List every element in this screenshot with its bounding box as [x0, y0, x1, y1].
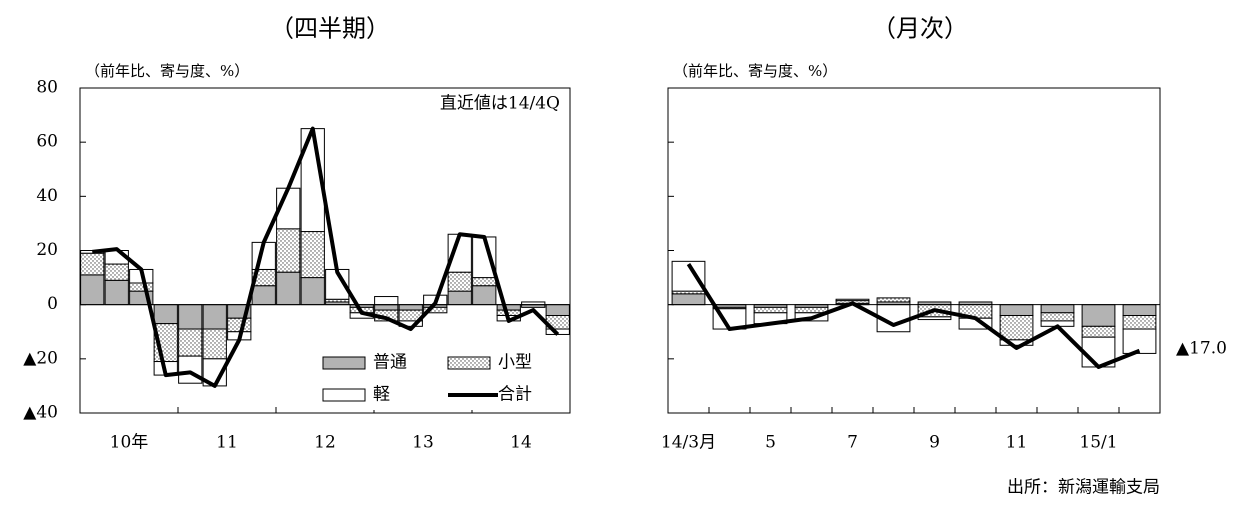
bar: [104, 263, 129, 281]
bar: [1040, 312, 1075, 322]
bar: [447, 290, 472, 306]
legend-swatch: [322, 388, 366, 402]
bar: [227, 317, 252, 333]
bar: [276, 228, 301, 273]
bar: [398, 304, 423, 311]
bar: [545, 304, 570, 316]
chart-title: （月次）: [872, 15, 968, 43]
bar: [276, 271, 301, 306]
bar: [251, 285, 276, 306]
bar: [300, 277, 325, 306]
y-tick-label: 20: [36, 240, 58, 260]
legend-swatch: [322, 356, 366, 370]
bar: [1122, 328, 1157, 354]
total-line: [686, 262, 1141, 369]
legend-label: 合計: [498, 385, 532, 405]
bar: [1081, 325, 1116, 338]
bar: [835, 298, 870, 302]
x-tick-label: 9: [929, 433, 940, 453]
bar: [1122, 304, 1157, 316]
x-tick-label: 14/3月: [661, 433, 716, 453]
x-tick-label: 13: [412, 433, 434, 453]
bar: [1122, 315, 1157, 330]
legend-label: 小型: [498, 353, 532, 373]
bar: [374, 304, 399, 311]
bar: [423, 306, 448, 314]
bar: [999, 315, 1034, 341]
y-tick-label: 0: [47, 294, 58, 314]
bar: [202, 328, 227, 360]
x-tick-label: 10年: [110, 433, 149, 453]
legend-label: 普通: [373, 353, 407, 373]
bar: [1081, 304, 1116, 327]
annotation: 直近値は14/4Q: [440, 94, 560, 114]
axis-label: （前年比、寄与度、%）: [85, 62, 249, 80]
bar: [999, 304, 1034, 316]
bar: [104, 279, 129, 306]
bar: [447, 271, 472, 292]
bar: [80, 274, 105, 306]
bar: [917, 316, 952, 321]
bar: [999, 339, 1034, 346]
bar: [671, 293, 706, 306]
legend-label: 軽: [373, 385, 390, 405]
x-tick-label: 11: [216, 433, 238, 453]
x-tick-label: 12: [314, 433, 336, 453]
x-tick-label: 15/1: [1079, 433, 1117, 453]
bar: [496, 304, 521, 311]
x-tick-label: 11: [1006, 433, 1028, 453]
source: 出所：新潟運輸支局: [1007, 478, 1160, 498]
annotation: ▲17.0: [1176, 339, 1227, 359]
bar: [876, 297, 911, 303]
bar: [202, 304, 227, 330]
bar: [80, 252, 105, 276]
x-tick-label: 5: [765, 433, 776, 453]
bar: [472, 277, 497, 287]
legend-swatch: [447, 356, 491, 370]
axis-label: （前年比、寄与度、%）: [673, 62, 837, 80]
chart-title: （四半期）: [270, 15, 390, 43]
bar: [178, 328, 203, 357]
y-tick-label: ▲20: [23, 348, 58, 368]
y-tick-label: 40: [36, 186, 58, 206]
total-line: [92, 126, 560, 388]
y-tick-label: ▲40: [23, 403, 58, 423]
x-tick-label: 14: [510, 433, 532, 453]
bar: [178, 304, 203, 330]
y-tick-label: 60: [36, 132, 58, 152]
bar: [472, 285, 497, 306]
bar: [129, 282, 154, 292]
bar: [753, 306, 788, 314]
y-tick-label: 80: [36, 78, 58, 98]
bar: [1040, 304, 1075, 314]
x-tick-label: 7: [847, 433, 858, 453]
bar: [374, 296, 399, 306]
bar: [300, 231, 325, 279]
bar: [153, 304, 178, 325]
